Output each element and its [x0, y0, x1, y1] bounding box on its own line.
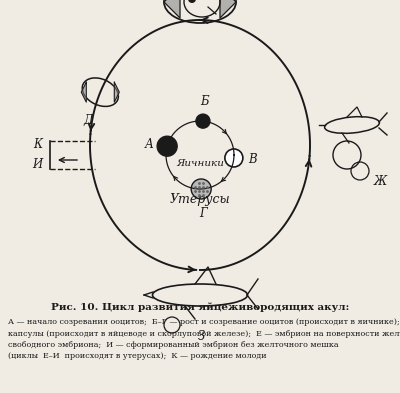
Text: И: И	[32, 158, 42, 171]
Text: свободного эмбриона;  И — сформированный эмбрион без желточного мешка: свободного эмбриона; И — сформированный …	[8, 341, 339, 349]
Text: З: З	[198, 330, 206, 343]
Text: В: В	[248, 153, 256, 167]
Circle shape	[191, 179, 211, 199]
Text: Яичники: Яичники	[176, 158, 224, 167]
Circle shape	[157, 136, 177, 156]
Text: Ж: Ж	[373, 175, 387, 188]
Text: Б: Б	[201, 95, 209, 108]
Text: Рис. 10. Цикл развития яйцеживородящих акул:: Рис. 10. Цикл развития яйцеживородящих а…	[51, 302, 349, 312]
Text: Г: Г	[199, 207, 207, 220]
Text: (циклы  Е–И  происходят в утерусах);  К — рождение молоди: (циклы Е–И происходят в утерусах); К — р…	[8, 353, 267, 360]
Polygon shape	[220, 0, 236, 18]
Text: А: А	[144, 138, 153, 151]
Polygon shape	[114, 82, 119, 102]
Text: А — начало созревания ооцитов;  Б–Г — рост и созревание ооцитов (происходит в яи: А — начало созревания ооцитов; Б–Г — рос…	[8, 318, 400, 326]
Circle shape	[188, 0, 196, 3]
Text: Утерусы: Утерусы	[170, 193, 230, 206]
Polygon shape	[164, 0, 180, 18]
Circle shape	[225, 149, 243, 167]
Polygon shape	[81, 82, 86, 102]
Text: К: К	[33, 138, 42, 151]
Text: Д: Д	[84, 114, 93, 127]
Text: капсулы (происходит в яйцеводе и скорлуповой железе);  Е — эмбрион на поверхност: капсулы (происходит в яйцеводе и скорлуп…	[8, 329, 400, 338]
Circle shape	[196, 114, 210, 128]
